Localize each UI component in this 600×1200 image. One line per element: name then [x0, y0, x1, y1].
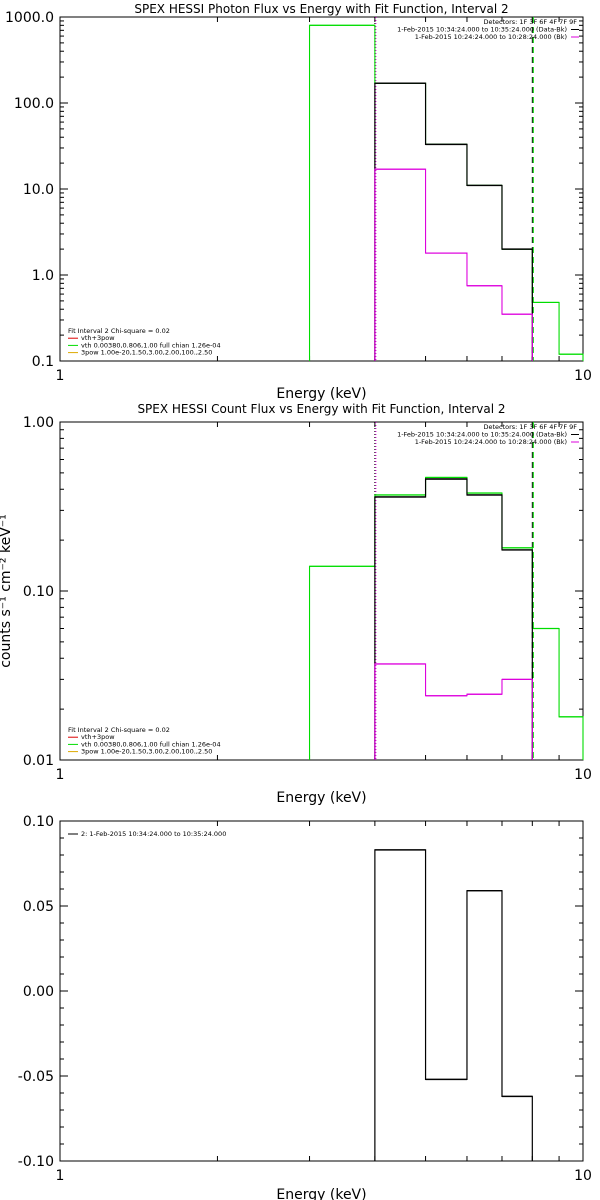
series-vth: [308, 476, 584, 760]
panel-1: SPEX HESSI Photon Flux vs Energy with Fi…: [5, 2, 592, 402]
y-tick-label: 1.0: [32, 268, 54, 284]
x-tick-label: 1: [56, 767, 65, 783]
y-tick-label: 0.10: [23, 584, 54, 600]
y-tick-label: -0.10: [18, 1154, 54, 1170]
series-outline: [374, 478, 533, 760]
y-axis-label: counts s⁻¹ cm⁻² keV⁻¹: [0, 514, 14, 668]
y-tick-label: 10.0: [23, 182, 54, 198]
series-outline: [374, 168, 533, 361]
legend-text: 2: 1-Feb-2015 10:34:24.000 to 10:35:24.0…: [81, 830, 226, 838]
series-total: [374, 478, 533, 760]
header-text: Detectors: 1F 3F 6F 4F 7F 9F: [483, 423, 577, 431]
x-axis-label: Energy (keV): [276, 790, 366, 806]
chart-title: SPEX HESSI Photon Flux vs Energy with Fi…: [134, 2, 508, 16]
y-tick-label: 0.10: [23, 814, 54, 830]
header-text: 1-Feb-2015 10:24:24.000 to 10:28:24.000 …: [415, 33, 567, 41]
series-total: [374, 82, 533, 361]
series-outline: [308, 24, 584, 361]
series-outline: [374, 663, 533, 760]
chart-title: SPEX HESSI Count Flux vs Energy with Fit…: [137, 402, 505, 416]
plot-frame: [59, 820, 584, 1162]
y-tick-label: 0.05: [23, 899, 54, 915]
y-tick-label: 0.01: [23, 753, 54, 769]
y-tick-label: 1.00: [23, 415, 54, 431]
header-text: 1-Feb-2015 10:34:24.000 to 10:35:24.000 …: [397, 26, 567, 34]
y-tick-label: -0.05: [18, 1069, 54, 1085]
panel-2: SPEX HESSI Count Flux vs Energy with Fit…: [0, 402, 592, 806]
series-total: [374, 849, 533, 1161]
x-tick-label: 10: [574, 1168, 592, 1184]
legend-text: 3pow 1.00e-20,1.50,3.00,2.00,100.,2.50: [81, 748, 212, 756]
x-tick-label: 1: [56, 368, 65, 384]
y-tick-label: 100.0: [14, 96, 54, 112]
x-axis-label: Energy (keV): [276, 386, 366, 402]
panel-3: 0.10 0.05 0.00 -0.05 -0.101 10 Energy (keV) 2: …: [18, 814, 592, 1200]
series-bkg: [374, 168, 533, 361]
series-outline: [308, 476, 584, 760]
y-tick-label: 1000.0: [5, 10, 54, 26]
legend-text: 3pow 1.00e-20,1.50,3.00,2.00,100.,2.50: [81, 349, 212, 357]
y-tick-label: 0.1: [32, 354, 54, 370]
x-tick-label: 10: [574, 368, 592, 384]
x-tick-label: 1: [56, 1168, 65, 1184]
legend-text: Fit Interval 2 Chi-square = 0.02: [68, 327, 170, 335]
y-tick-label: 0.00: [23, 984, 54, 1000]
series-vth: [308, 24, 584, 361]
legend-text: Fit Interval 2 Chi-square = 0.02: [68, 726, 170, 734]
legend-text: vth 0.00380,0.806,1.00 full chian 1.26e-…: [81, 341, 221, 349]
header-text: Detectors: 1F 3F 6F 4F 7F 9F: [483, 18, 577, 26]
legend-text: vth+3pow: [81, 334, 115, 342]
header-text: 1-Feb-2015 10:24:24.000 to 10:28:24.000 …: [415, 438, 567, 446]
x-axis-label: Energy (keV): [276, 1187, 366, 1200]
legend-text: vth+3pow: [81, 733, 115, 741]
series-outline: [374, 849, 533, 1161]
x-tick-label: 10: [574, 767, 592, 783]
series-outline: [374, 82, 533, 361]
header-text: 1-Feb-2015 10:34:24.000 to 10:35:24.000 …: [397, 431, 567, 439]
plot-frame: [59, 16, 584, 362]
legend-text: vth 0.00380,0.806,1.00 full chian 1.26e-…: [81, 740, 221, 748]
series-bkg: [374, 663, 533, 760]
plot-frame: [59, 421, 584, 761]
